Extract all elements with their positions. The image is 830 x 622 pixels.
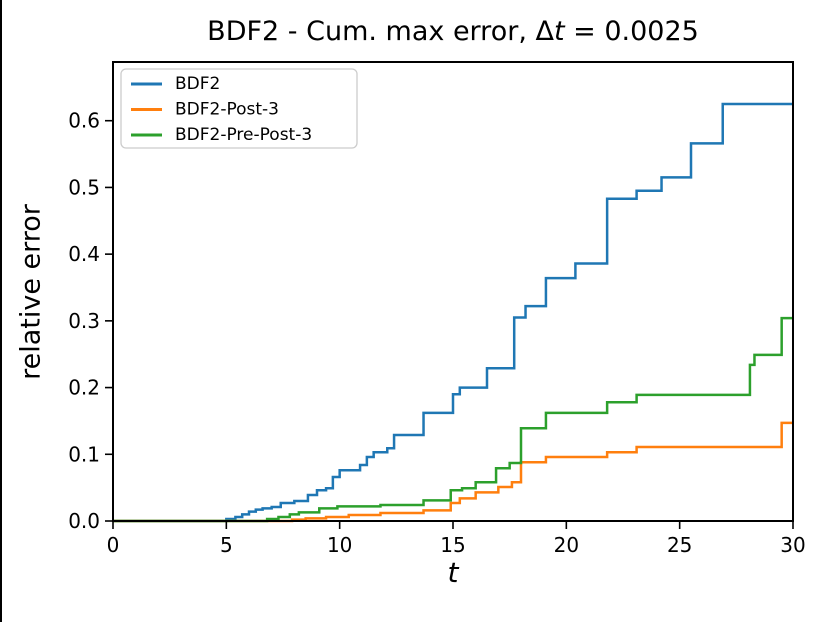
y-tick-label: 0.1 (68, 442, 100, 466)
chart-title-delta-t: t (553, 16, 565, 47)
window-border-left-line (0, 0, 2, 622)
y-tick-label: 0.6 (68, 109, 100, 133)
x-tick-label: 10 (327, 533, 352, 557)
y-tick-label: 0.2 (68, 376, 100, 400)
x-tick-label: 25 (667, 533, 692, 557)
y-tick-label: 0.3 (68, 309, 100, 333)
chart-title-suffix: = 0.0025 (564, 16, 699, 47)
chart-title-prefix: BDF2 - Cum. max error, Δ (207, 16, 554, 47)
y-tick-label: 0.0 (68, 509, 100, 533)
x-tick-label: 30 (780, 533, 805, 557)
series-line-bdf2-post-3 (113, 421, 793, 523)
legend-item-label: BDF2-Pre-Post-3 (175, 125, 312, 145)
legend-box (120, 68, 358, 149)
legend-item-label: BDF2 (175, 74, 220, 94)
x-axis-label: t (447, 556, 459, 589)
y-axis-label: relative error (15, 204, 47, 380)
series-line-bdf2-pre-post-3 (113, 316, 793, 523)
x-tick-label: 20 (554, 533, 579, 557)
legend-item-label: BDF2-Post-3 (175, 100, 279, 120)
chart-title: BDF2 - Cum. max error, Δt = 0.0025 (207, 16, 699, 47)
x-tick-label: 15 (440, 533, 465, 557)
series-line-bdf2 (113, 102, 793, 523)
y-tick-label: 0.4 (68, 242, 100, 266)
x-tick-label: 5 (220, 533, 233, 557)
y-tick-label: 0.5 (68, 175, 100, 199)
x-tick-label: 0 (107, 533, 120, 557)
